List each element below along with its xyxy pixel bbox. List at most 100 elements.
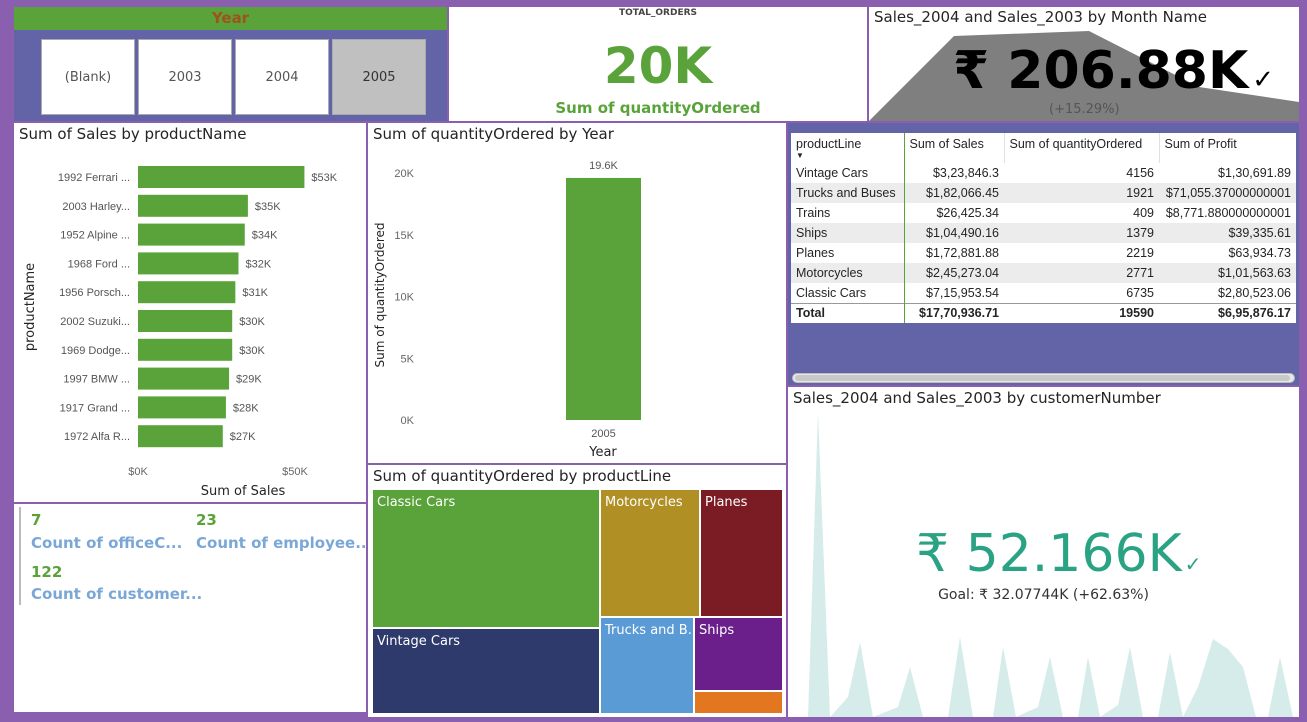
table-body: productLine ▼ Sum of Sales Sum of quantit… <box>791 133 1296 323</box>
count-office-label[interactable]: Count of officeC... <box>31 534 183 552</box>
category-label: 1968 Ford ... <box>68 258 130 270</box>
data-table: productLine ▼ Sum of Sales Sum of quantit… <box>791 133 1296 323</box>
chart-title: Sum of quantityOrdered by Year <box>373 125 614 143</box>
card-label: Sum of quantityOrdered <box>555 99 761 117</box>
kpi-value: ₹ 52.166K ✓ <box>916 524 1201 584</box>
chart-title: Sum of quantityOrdered by productLine <box>373 467 672 485</box>
category-label: 1917 Grand ... <box>60 402 130 414</box>
x-tick-label: 2005 <box>591 428 615 440</box>
quantity-by-productline-treemap[interactable]: Sum of quantityOrdered by productLine Cl… <box>368 465 786 717</box>
slicer-options: (Blank) 2003 2004 2005 <box>41 39 426 115</box>
bar <box>138 425 223 448</box>
bar <box>138 194 248 217</box>
table-row[interactable]: Ships $1,04,490.16 1379 $39,335.61 <box>791 223 1296 243</box>
total-orders-card[interactable]: TOTAL_ORDERS 20K Sum of quantityOrdered <box>449 7 867 121</box>
y-tick-label: 10K <box>394 292 414 304</box>
category-label: 2003 Harley... <box>62 201 130 213</box>
x-axis-title: Sum of Sales <box>201 484 286 499</box>
data-label: $29K <box>236 374 262 386</box>
slicer-title: Year <box>14 7 447 30</box>
table-row[interactable]: Classic Cars $7,15,953.54 6735 $2,80,523.06 <box>791 283 1296 303</box>
data-label: $34K <box>252 230 278 242</box>
table-row[interactable]: Planes $1,72,881.88 2219 $63,934.73 <box>791 243 1296 263</box>
table-row[interactable]: Trucks and Buses $1,82,066.45 1921 $71,055.… <box>791 183 1296 203</box>
slicer-option-blank[interactable]: (Blank) <box>41 39 135 115</box>
treemap-label: Vintage Cars <box>377 634 461 649</box>
treemap-cell-trucks[interactable]: Trucks and B... <box>601 618 700 713</box>
table-row[interactable]: Motorcycles $2,45,273.04 2771 $1,01,563.63 <box>791 263 1296 283</box>
sales-by-product-chart[interactable]: Sum of Sales by productName 1992 Ferrari… <box>14 123 366 502</box>
treemap-cell-trains[interactable] <box>695 692 782 713</box>
treemap-cell-motorcycles[interactable]: Motorcycles <box>601 490 699 616</box>
kpi-sales-by-customer[interactable]: Sales_2004 and Sales_2003 by customerNum… <box>788 387 1299 717</box>
kpi-trend-area <box>869 31 1299 121</box>
treemap-label: Classic Cars <box>377 495 456 510</box>
year-slicer: Year (Blank) 2003 2004 2005 <box>14 7 447 121</box>
treemap-label: Planes <box>705 495 748 510</box>
column-header-quantity[interactable]: Sum of quantityOrdered <box>1003 133 1159 163</box>
horizontal-scrollbar[interactable] <box>792 373 1295 383</box>
bar <box>138 166 305 188</box>
treemap-cell-planes[interactable]: Planes <box>701 490 782 616</box>
bar <box>138 338 233 361</box>
chart-title: Sum of Sales by productName <box>19 125 247 143</box>
sort-desc-icon: ▼ <box>796 151 804 160</box>
bar <box>566 177 641 420</box>
column-chart-svg: 0K 5K 10K 15K 20K 19.6K 2005 Year Sum of quantit… <box>373 160 641 460</box>
y-tick-label: 15K <box>394 230 414 242</box>
y-axis-title: Sum of quantityOrdered <box>373 223 387 368</box>
category-label: 1997 BMW ... <box>63 374 130 386</box>
category-label: 1952 Alpine ... <box>60 230 130 242</box>
slicer-option-2004[interactable]: 2004 <box>235 39 329 115</box>
treemap-label: Ships <box>699 623 735 638</box>
productline-table[interactable]: productLine ▼ Sum of Sales Sum of quantit… <box>788 123 1299 385</box>
card-value: 20K <box>603 37 713 95</box>
quantity-by-year-chart[interactable]: Sum of quantityOrdered by Year 0K 5K 10K 15… <box>368 123 786 463</box>
data-label: $31K <box>242 287 268 299</box>
column-header-sales[interactable]: Sum of Sales <box>903 133 1004 163</box>
slicer-option-2005[interactable]: 2005 <box>332 39 426 115</box>
slicer-option-2003[interactable]: 2003 <box>138 39 232 115</box>
bar <box>138 223 245 246</box>
treemap-cell-classic-cars[interactable]: Classic Cars <box>373 490 599 627</box>
x-tick-label: $50K <box>282 466 308 478</box>
count-employee-label[interactable]: Count of employee... <box>196 534 366 552</box>
check-icon: ✓ <box>1184 552 1202 576</box>
column-header-profit[interactable]: Sum of Profit <box>1158 133 1296 163</box>
data-label: $30K <box>239 345 265 357</box>
count-cards: 7 Count of officeC... 23 Count of employ… <box>14 504 366 712</box>
scrollbar-thumb[interactable] <box>795 375 1290 381</box>
count-employee-value: 23 <box>196 511 217 529</box>
treemap-label: Motorcycles <box>605 495 683 510</box>
check-icon: ✓ <box>1252 65 1275 95</box>
count-customer-label[interactable]: Count of customer... <box>31 585 203 603</box>
table-row[interactable]: Trains $26,425.34 409 $8,771.880000000001 <box>791 203 1296 223</box>
card-divider <box>19 507 21 605</box>
data-label: $53K <box>311 172 337 184</box>
data-label: 19.6K <box>589 160 618 172</box>
table-row[interactable]: Vintage Cars $3,23,846.3 4156 $1,30,691.89 <box>791 163 1296 183</box>
kpi-sales-by-month[interactable]: Sales_2004 and Sales_2003 by Month Name … <box>869 7 1299 121</box>
kpi-value: ₹ 206.88K ✓ <box>953 41 1274 101</box>
category-label: 1992 Ferrari ... <box>58 172 130 184</box>
treemap-label: Trucks and B... <box>605 623 701 638</box>
column-header-productline[interactable]: productLine ▼ <box>791 133 905 163</box>
x-tick-label: $0K <box>128 466 148 478</box>
y-tick-label: 20K <box>394 168 414 180</box>
bar <box>138 252 239 275</box>
kpi-title: Sales_2004 and Sales_2003 by customerNum… <box>793 389 1161 407</box>
data-label: $27K <box>230 431 256 443</box>
category-label: 2002 Suzuki... <box>60 316 130 328</box>
bar <box>138 367 230 390</box>
treemap-cell-ships[interactable]: Ships <box>695 618 782 690</box>
treemap-cell-vintage-cars[interactable]: Vintage Cars <box>373 629 599 713</box>
kpi-trend-area <box>788 412 1299 717</box>
category-label: 1956 Porsch... <box>59 287 130 299</box>
kpi-goal: Goal: ₹ 32.07744K (+62.63%) <box>938 587 1149 603</box>
kpi-change: (+15.29%) <box>1049 102 1120 117</box>
table-total-row: Total $17,70,936.71 19590 $6,95,876.17 <box>791 302 1296 323</box>
data-label: $28K <box>233 402 259 414</box>
kpi-title: Sales_2004 and Sales_2003 by Month Name <box>874 8 1207 26</box>
data-label: $32K <box>245 258 271 270</box>
bar <box>138 396 226 419</box>
